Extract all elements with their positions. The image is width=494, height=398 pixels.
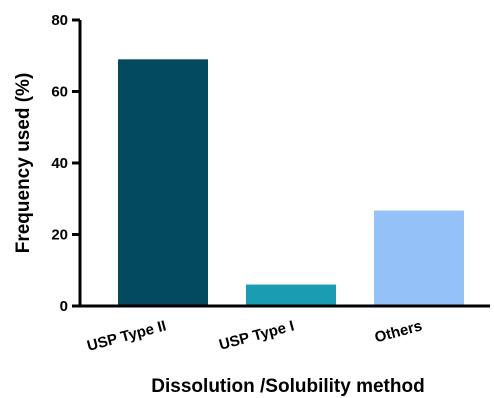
x-category-label: USP Type II <box>85 317 168 354</box>
y-tick-label: 40 <box>51 155 68 172</box>
x-axis-category-labels: USP Type II USP Type I Others <box>85 317 424 354</box>
y-tick-label: 80 <box>51 12 68 29</box>
bar-usp-type-ii <box>118 59 208 307</box>
y-tick-label: 20 <box>51 227 68 244</box>
y-tick-label: 0 <box>60 298 68 315</box>
y-axis-ticks: 0 20 40 60 80 <box>51 12 80 315</box>
bar-others <box>374 210 464 306</box>
x-category-label: Others <box>373 317 424 346</box>
bar-usp-type-i <box>246 284 336 306</box>
bars-group <box>118 59 464 307</box>
y-tick-label: 60 <box>51 84 68 101</box>
x-axis-title: Dissolution /Solubility method <box>151 376 424 397</box>
y-axis-title: Frequency used (%) <box>13 73 34 254</box>
x-category-label: USP Type I <box>217 317 296 353</box>
